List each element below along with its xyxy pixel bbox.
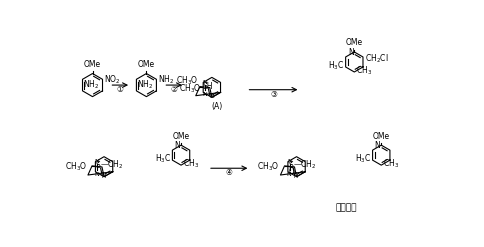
Text: N: N <box>287 172 291 177</box>
Text: CH$_3$: CH$_3$ <box>182 157 199 170</box>
Text: N: N <box>175 142 180 150</box>
Text: ④: ④ <box>226 168 233 177</box>
Text: NH$_2$: NH$_2$ <box>158 74 174 86</box>
Text: —CH$_2$: —CH$_2$ <box>101 159 124 171</box>
Text: O: O <box>288 167 294 176</box>
Text: N: N <box>203 92 207 97</box>
Text: ②: ② <box>171 85 178 94</box>
Text: H$_3$C: H$_3$C <box>154 152 171 165</box>
Text: CH$_3$: CH$_3$ <box>356 64 372 77</box>
Text: OMe: OMe <box>84 60 101 69</box>
Text: N: N <box>348 48 353 57</box>
Text: CH$_3$O: CH$_3$O <box>65 161 87 173</box>
Text: CH$_3$O: CH$_3$O <box>257 161 280 173</box>
Text: CH$_2$Cl: CH$_2$Cl <box>364 52 388 65</box>
Text: H: H <box>209 94 213 99</box>
Text: OMe: OMe <box>373 131 390 141</box>
Text: S: S <box>288 161 293 170</box>
Text: ③: ③ <box>270 90 277 99</box>
Text: CH$_3$O: CH$_3$O <box>179 82 201 95</box>
Text: —CH$_2$: —CH$_2$ <box>293 159 317 171</box>
Text: H$_3$C: H$_3$C <box>355 152 371 165</box>
Text: H: H <box>101 174 105 179</box>
Text: N: N <box>202 80 207 85</box>
Text: N: N <box>287 159 292 164</box>
Text: CH$_3$: CH$_3$ <box>383 157 399 170</box>
Text: NO$_2$: NO$_2$ <box>104 74 121 86</box>
Text: CH$_3$O: CH$_3$O <box>176 75 198 87</box>
Text: NH$_2$: NH$_2$ <box>137 78 153 91</box>
Text: SH: SH <box>202 82 212 91</box>
Text: OMe: OMe <box>138 60 155 69</box>
Text: (A): (A) <box>212 102 223 111</box>
Text: OMe: OMe <box>346 38 363 47</box>
Text: NH$_2$: NH$_2$ <box>83 78 99 91</box>
Text: N: N <box>375 142 380 150</box>
Text: ①: ① <box>117 85 124 94</box>
Text: N: N <box>95 159 99 164</box>
Text: OMe: OMe <box>172 131 190 141</box>
Text: 奥美拉唑: 奥美拉唑 <box>336 204 357 213</box>
Text: H: H <box>294 174 298 179</box>
Text: S: S <box>96 161 101 170</box>
Text: H$_3$C: H$_3$C <box>328 59 344 72</box>
Text: N: N <box>94 172 99 177</box>
